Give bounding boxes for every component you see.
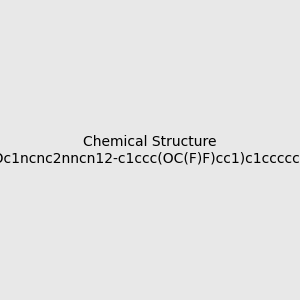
Text: Chemical Structure
OCC(COc1ncnc2nncn12-c1ccc(OC(F)F)cc1)c1ccccc1OCc1c: Chemical Structure OCC(COc1ncnc2nncn12-c… [0,135,300,165]
